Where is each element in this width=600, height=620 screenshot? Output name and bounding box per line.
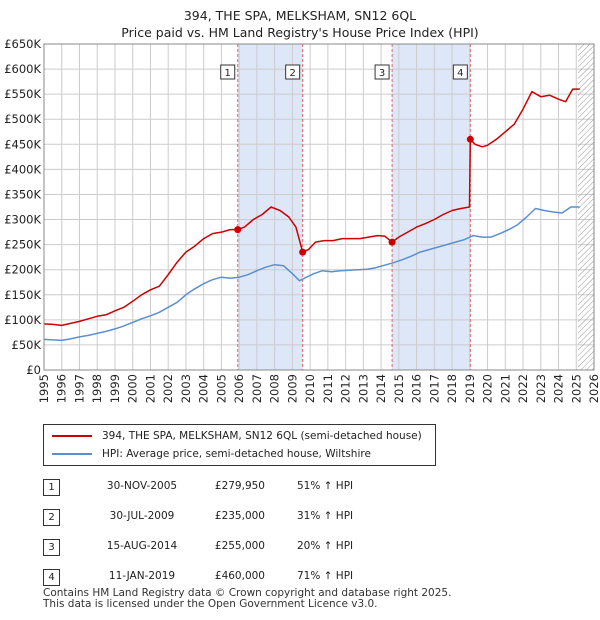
y-tick-label: £550K: [4, 87, 41, 101]
x-tick-label: 2017: [427, 374, 441, 403]
sale-row: 2 30-JUL-2009 £235,000 31% ↑ HPI: [43, 503, 443, 533]
sale-box-label: 1: [225, 68, 231, 79]
sales-table: 1 30-NOV-2005 £279,950 51% ↑ HPI 2 30-JU…: [43, 473, 443, 593]
sale-box-label: 2: [289, 68, 295, 79]
sale-box: [452, 64, 468, 80]
x-tick-label: 2001: [143, 374, 157, 403]
chart-title: Price paid vs. HM Land Registry's House …: [121, 25, 479, 40]
legend-property-label: 394, THE SPA, MELKSHAM, SN12 6QL (semi-d…: [102, 430, 422, 442]
footer-copyright: Contains HM Land Registry data © Crown c…: [43, 587, 452, 599]
x-tick-label: 2021: [498, 374, 512, 403]
x-tick-label: 2024: [552, 374, 566, 403]
property-series-line: [43, 88, 580, 327]
x-tick-label: 2020: [481, 374, 495, 403]
sale-box: [374, 64, 390, 80]
y-tick-label: £300K: [4, 213, 41, 227]
x-tick-label: 2004: [197, 374, 211, 403]
forecast-hatch: [578, 44, 594, 370]
sale-point: [466, 135, 474, 143]
x-tick-label: 2011: [321, 374, 335, 403]
legend: 394, THE SPA, MELKSHAM, SN12 6QL (semi-d…: [43, 424, 436, 466]
y-tick-label: £150K: [4, 288, 41, 302]
x-tick-label: 2023: [534, 374, 548, 403]
y-tick-label: £100K: [4, 313, 41, 327]
y-tick-label: £600K: [4, 62, 41, 76]
sale-price: £460,000: [214, 570, 265, 582]
sale-number-badge: 3: [43, 539, 60, 556]
sale-row: 4 11-JAN-2019 £460,000 71% ↑ HPI: [43, 563, 443, 593]
sale-number-badge: 4: [43, 569, 60, 586]
sale-date: 15-AUG-2014: [106, 540, 178, 552]
sale-box-label: 4: [457, 68, 463, 79]
sale-point: [388, 238, 396, 246]
x-tick-label: 1996: [55, 374, 69, 403]
sale-box-label: 3: [379, 68, 385, 79]
sale-point: [299, 248, 307, 256]
sale-hpi-change: 20% ↑ HPI: [297, 540, 354, 552]
x-tick-label: 2009: [285, 374, 299, 403]
x-tick-label: 2015: [392, 374, 406, 403]
sale-hpi-change: 31% ↑ HPI: [297, 510, 354, 522]
x-tick-label: 2025: [569, 374, 583, 403]
y-tick-label: £0: [26, 363, 41, 377]
x-tick-label: 2000: [126, 374, 140, 403]
sale-hpi-change: 51% ↑ HPI: [297, 480, 354, 492]
footer-licence: This data is licensed under the Open Gov…: [43, 598, 378, 610]
sale-date: 11-JAN-2019: [108, 570, 176, 582]
chart-title-address: 394, THE SPA, MELKSHAM, SN12 6QL: [183, 8, 417, 23]
y-tick-label: £450K: [4, 137, 41, 151]
sale-price: £255,000: [214, 540, 265, 552]
plot-frame: [43, 43, 595, 371]
x-tick-label: 2003: [179, 374, 193, 403]
x-tick-label: 2006: [232, 374, 246, 403]
legend-hpi-label: HPI: Average price, semi-detached house,…: [102, 448, 371, 460]
sale-hpi-change: 71% ↑ HPI: [297, 570, 354, 582]
y-tick-label: £250K: [4, 238, 41, 252]
y-tick-label: £200K: [4, 263, 41, 277]
sale-number-badge: 1: [43, 479, 60, 496]
price-chart: 1 2 3 4 £0 £50K £100K £150K £200K £250K £300K £350…: [4, 37, 600, 403]
y-tick-label: £50K: [12, 338, 42, 352]
hpi-series-line: [43, 206, 580, 342]
sale-date: 30-JUL-2009: [109, 510, 175, 522]
plot-area: [44, 44, 594, 370]
footer-attribution: Contains HM Land Registry data © Crown c…: [43, 588, 451, 610]
sale-price: £235,000: [214, 510, 265, 522]
x-tick-label: 2014: [374, 374, 388, 403]
x-tick-label: 2013: [356, 374, 370, 403]
sale-row: 1 30-NOV-2005 £279,950 51% ↑ HPI: [43, 473, 443, 503]
x-tick-label: 1998: [90, 374, 104, 403]
sale-box: [285, 64, 301, 80]
x-tick-label: 2019: [463, 374, 477, 403]
x-tick-label: 2018: [445, 374, 459, 403]
x-tick-label: 1995: [37, 374, 51, 403]
hpi-line-swatch: [52, 453, 92, 455]
sale-price: £279,950: [214, 480, 265, 492]
sale-point: [234, 226, 242, 234]
sale-row: 3 15-AUG-2014 £255,000 20% ↑ HPI: [43, 533, 443, 563]
y-tick-label: £350K: [4, 187, 41, 201]
x-tick-label: 1997: [72, 374, 86, 403]
shaded-period: [392, 44, 471, 370]
x-tick-label: 1999: [108, 374, 122, 403]
property-line-swatch: [52, 435, 92, 437]
x-tick-label: 2022: [516, 374, 530, 403]
x-tick-label: 2008: [268, 374, 282, 403]
x-tick-label: 2026: [587, 374, 600, 403]
x-tick-label: 2005: [214, 374, 228, 403]
sale-number-badge: 2: [43, 509, 60, 526]
y-tick-label: £650K: [4, 37, 41, 51]
y-tick-label: £400K: [4, 162, 41, 176]
y-tick-label: £500K: [4, 112, 41, 126]
x-tick-label: 2002: [161, 374, 175, 403]
sale-box: [220, 64, 236, 80]
x-tick-label: 2010: [303, 374, 317, 403]
x-tick-label: 2007: [250, 374, 264, 403]
x-tick-label: 2012: [339, 374, 353, 403]
sale-date: 30-NOV-2005: [106, 480, 178, 492]
x-tick-label: 2016: [410, 374, 424, 403]
